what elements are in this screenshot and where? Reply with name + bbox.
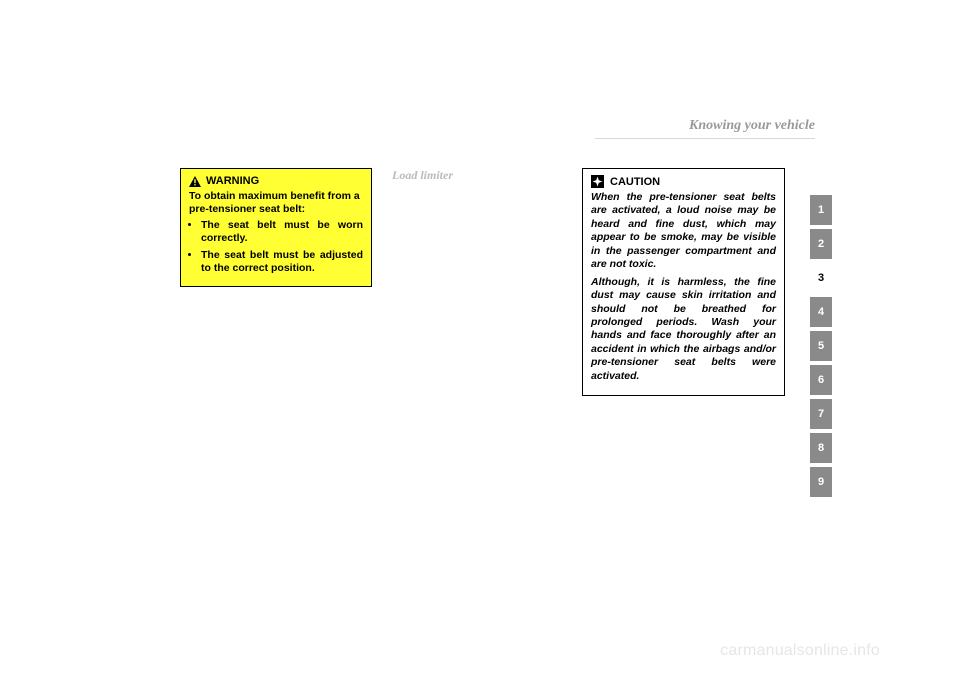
caution-paragraph: When the pre-tensioner seat belts are ac… [591, 191, 776, 272]
section-tab-8[interactable]: 8 [810, 433, 832, 463]
warning-box: WARNING To obtain maximum benefit from a… [180, 168, 372, 287]
caution-title: CAUTION [610, 176, 660, 188]
caution-box: CAUTION When the pre-tensioner seat belt… [582, 168, 785, 396]
warning-triangle-icon [189, 176, 201, 187]
page-header-title: Knowing your vehicle [689, 118, 815, 134]
section-tab-6[interactable]: 6 [810, 365, 832, 395]
caution-heading: CAUTION [591, 175, 776, 188]
warning-title: WARNING [206, 175, 259, 187]
section-tabs: 1 2 3 4 5 6 7 8 9 [810, 195, 832, 501]
warning-bullet: The seat belt must be worn correctly. [201, 219, 363, 245]
section-tab-1[interactable]: 1 [810, 195, 832, 225]
section-tab-2[interactable]: 2 [810, 229, 832, 259]
watermark-text: carmanualsonline.info [720, 642, 880, 660]
warning-bullet-list: The seat belt must be worn correctly. Th… [189, 219, 363, 275]
page: Knowing your vehicle WARNING To obtain m… [0, 0, 960, 678]
warning-lead-text: To obtain maximum benefit from a pre-ten… [189, 190, 363, 216]
caution-paragraph: Although, it is harmless, the fine dust … [591, 276, 776, 384]
caution-body: When the pre-tensioner seat belts are ac… [591, 191, 776, 383]
section-tab-3[interactable]: 3 [810, 263, 832, 293]
section-tab-4[interactable]: 4 [810, 297, 832, 327]
warning-bullet: The seat belt must be adjusted to the co… [201, 249, 363, 275]
section-tab-5[interactable]: 5 [810, 331, 832, 361]
section-tab-7[interactable]: 7 [810, 399, 832, 429]
header-underline [595, 138, 815, 139]
warning-body: To obtain maximum benefit from a pre-ten… [189, 190, 363, 275]
center-section-heading: Load limiter [392, 168, 453, 183]
caution-star-icon [591, 175, 604, 188]
section-tab-9[interactable]: 9 [810, 467, 832, 497]
warning-heading: WARNING [189, 175, 363, 187]
